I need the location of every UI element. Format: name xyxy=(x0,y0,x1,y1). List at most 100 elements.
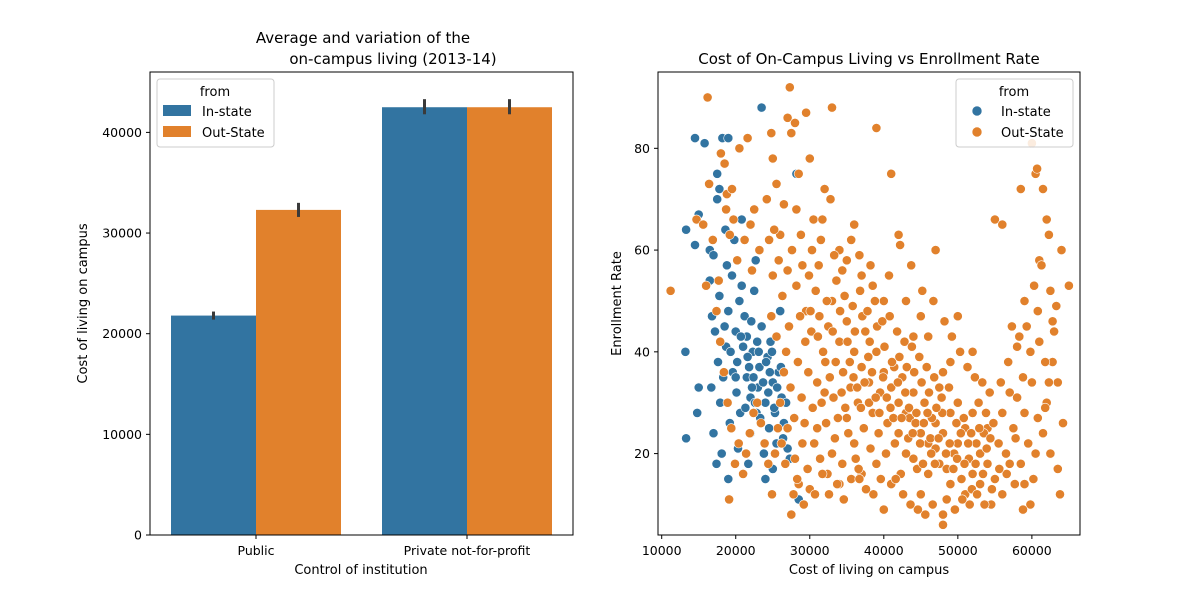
point-out-state-212 xyxy=(878,372,888,383)
point-out-state-207 xyxy=(859,377,870,388)
point-out-state-280 xyxy=(839,290,850,301)
point-out-state-155 xyxy=(934,382,945,393)
point-out-state-235 xyxy=(963,438,974,449)
bar-out-state-1 xyxy=(467,107,552,535)
point-out-state-143 xyxy=(890,438,900,449)
point-out-state-296 xyxy=(958,413,969,423)
point-in-state-17 xyxy=(708,428,719,439)
point-in-state-1 xyxy=(680,346,691,357)
point-out-state-217 xyxy=(896,413,907,423)
bar-plot-frame xyxy=(149,71,574,536)
point-out-state-225 xyxy=(926,448,937,459)
point-out-state-377 xyxy=(846,234,857,245)
scatter-x-tick-label-1: 20000 xyxy=(716,543,756,558)
point-in-state-56 xyxy=(759,448,769,459)
point-in-state-32 xyxy=(723,474,734,484)
point-out-state-62 xyxy=(1056,245,1067,255)
point-out-state-237 xyxy=(970,458,981,469)
point-out-state-302 xyxy=(1003,357,1014,367)
point-out-state-182 xyxy=(850,453,861,464)
point-out-state-311 xyxy=(1029,280,1039,291)
point-out-state-346 xyxy=(798,499,809,510)
point-out-state-110 xyxy=(775,397,786,408)
point-out-state-129 xyxy=(838,367,848,378)
point-out-state-361 xyxy=(738,468,748,479)
point-in-state-8 xyxy=(699,138,710,149)
point-out-state-399 xyxy=(732,255,743,266)
point-in-state-87 xyxy=(761,357,771,367)
point-out-state-276 xyxy=(804,270,814,281)
point-out-state-292 xyxy=(929,372,940,383)
point-out-state-331 xyxy=(920,509,931,520)
scatter-legend-title: from xyxy=(999,85,1029,100)
point-out-state-278 xyxy=(821,296,832,306)
point-out-state-320 xyxy=(1018,504,1028,515)
point-in-state-89 xyxy=(767,346,777,357)
point-out-state-216 xyxy=(893,377,903,388)
point-out-state-365 xyxy=(722,397,733,408)
point-out-state-28 xyxy=(827,102,837,113)
point-out-state-50 xyxy=(1012,341,1022,352)
point-out-state-59 xyxy=(1044,229,1054,240)
point-out-state-113 xyxy=(766,311,777,322)
point-out-state-384 xyxy=(928,296,939,306)
point-out-state-177 xyxy=(1045,448,1056,459)
point-in-state-33 xyxy=(727,270,737,281)
point-out-state-367 xyxy=(715,336,726,347)
point-in-state-86 xyxy=(758,377,768,388)
point-out-state-381 xyxy=(895,240,905,250)
point-out-state-75 xyxy=(1001,448,1011,459)
point-out-state-223 xyxy=(918,418,929,428)
point-out-state-40 xyxy=(915,311,926,322)
scatter-legend-label-in-state: In-state xyxy=(1001,105,1051,120)
point-out-state-371 xyxy=(782,265,793,276)
point-out-state-220 xyxy=(907,428,918,439)
point-out-state-404 xyxy=(698,219,709,230)
point-out-state-2 xyxy=(702,92,713,103)
point-in-state-74 xyxy=(719,321,730,332)
scatter-x-tick-label-2: 30000 xyxy=(790,543,830,558)
point-out-state-160 xyxy=(952,397,963,408)
point-out-state-95 xyxy=(864,397,874,408)
point-out-state-34 xyxy=(871,123,882,133)
point-out-state-48 xyxy=(997,219,1008,230)
scatter-legend-marker-in-state xyxy=(971,105,983,117)
point-out-state-213 xyxy=(881,392,892,403)
point-out-state-21 xyxy=(793,168,804,179)
point-out-state-198 xyxy=(824,372,835,383)
point-out-state-174 xyxy=(1019,479,1030,489)
point-out-state-310 xyxy=(1021,321,1032,332)
point-out-state-52 xyxy=(1019,296,1030,306)
point-out-state-79 xyxy=(975,448,985,459)
point-in-state-0 xyxy=(681,224,691,235)
point-out-state-168 xyxy=(982,458,993,469)
point-out-state-267 xyxy=(809,438,820,449)
point-out-state-83 xyxy=(945,479,956,489)
point-in-state-15 xyxy=(710,326,720,337)
point-out-state-187 xyxy=(888,413,899,423)
point-in-state-81 xyxy=(746,316,757,327)
point-out-state-333 xyxy=(905,499,916,510)
point-out-state-334 xyxy=(898,489,908,500)
point-out-state-69 xyxy=(1034,336,1045,347)
point-out-state-309 xyxy=(1051,301,1062,311)
scatter-legend-label-out-state: Out-State xyxy=(1001,126,1064,141)
point-in-state-75 xyxy=(725,346,736,357)
scatter-chart-title: Cost of On-Campus Living vs Enrollment R… xyxy=(698,50,1040,68)
point-in-state-58 xyxy=(760,397,771,408)
point-out-state-124 xyxy=(818,346,828,357)
point-out-state-219 xyxy=(904,402,914,413)
point-in-state-5 xyxy=(693,382,704,393)
bar-chart-legend: from In-state Out-State xyxy=(156,78,275,148)
point-out-state-46 xyxy=(967,346,978,357)
point-in-state-13 xyxy=(712,168,723,179)
point-out-state-115 xyxy=(773,255,784,266)
point-out-state-72 xyxy=(1019,407,1030,418)
point-out-state-270 xyxy=(830,433,840,444)
point-out-state-247 xyxy=(835,306,845,316)
point-out-state-275 xyxy=(795,311,805,322)
point-out-state-111 xyxy=(771,331,782,342)
point-out-state-303 xyxy=(1010,433,1021,444)
point-in-state-54 xyxy=(756,321,767,332)
point-in-state-2 xyxy=(681,433,691,444)
